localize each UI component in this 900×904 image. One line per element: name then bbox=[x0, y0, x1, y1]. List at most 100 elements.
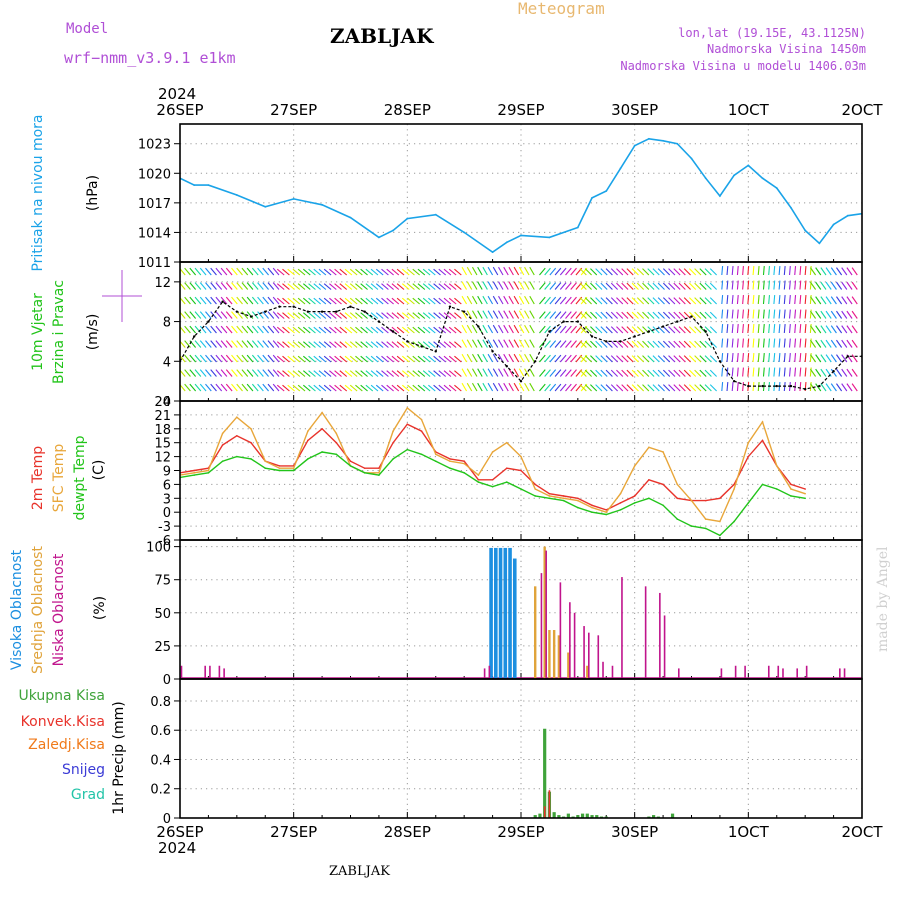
wind-arrow bbox=[731, 294, 734, 305]
temp-point-1 bbox=[775, 465, 778, 467]
wind-arrow bbox=[308, 341, 316, 348]
wind-arrow bbox=[809, 367, 812, 377]
wind-arrow bbox=[262, 325, 269, 334]
temp-point-2 bbox=[676, 518, 679, 520]
wind-arrow bbox=[422, 312, 431, 319]
wind-arrow bbox=[205, 296, 212, 305]
wind-arrow bbox=[694, 268, 702, 276]
wind-arrow bbox=[287, 384, 295, 392]
wind-arrow bbox=[297, 283, 306, 290]
cloud-bar-0 bbox=[494, 547, 498, 679]
compass-icon bbox=[102, 270, 142, 322]
wind-axis-label-2: Brzina i Pravac bbox=[51, 280, 67, 384]
precip-layer bbox=[533, 728, 675, 818]
wind-arrow bbox=[544, 267, 551, 276]
wind-arrow bbox=[736, 280, 739, 290]
wind-arrow bbox=[220, 311, 228, 319]
temp-point-2 bbox=[236, 455, 238, 458]
wind-arrow bbox=[241, 296, 249, 305]
wind-arrow bbox=[570, 296, 577, 305]
temp-point-0 bbox=[278, 465, 281, 467]
wind-arrow bbox=[783, 280, 786, 290]
wind-arrow bbox=[846, 310, 853, 319]
wind-arrow bbox=[194, 325, 202, 334]
wind-arrow bbox=[180, 390, 181, 391]
wind-arrow bbox=[590, 384, 598, 392]
wind-arrow bbox=[539, 354, 546, 363]
wind-arrow bbox=[662, 369, 671, 377]
wind-arrow bbox=[503, 368, 509, 377]
temp-point-1 bbox=[193, 472, 196, 474]
temp-point-0 bbox=[733, 483, 735, 486]
wind-arrow bbox=[323, 384, 332, 392]
wind-arrow bbox=[184, 282, 191, 290]
wind-arrow bbox=[428, 312, 436, 319]
wind-arrow bbox=[731, 265, 734, 276]
wind-arrow bbox=[482, 353, 488, 363]
wind-arrow bbox=[631, 384, 639, 392]
wind-arrow bbox=[466, 368, 473, 377]
wind-arrow bbox=[709, 384, 717, 392]
wind-arrow bbox=[762, 352, 765, 363]
footer-station: ZABLJAK bbox=[329, 864, 390, 879]
wind-arrow bbox=[454, 283, 462, 290]
wind-arrow bbox=[742, 338, 744, 348]
wind-arrow bbox=[539, 325, 546, 334]
wind-arrow bbox=[788, 352, 791, 363]
wind-arrow bbox=[220, 296, 228, 305]
wind-arrow bbox=[652, 340, 660, 348]
y-tick-label: 0.8 bbox=[150, 695, 171, 710]
cloud-bar-1 bbox=[557, 635, 561, 679]
y-tick-label: 0.2 bbox=[150, 783, 171, 798]
wind-arrow bbox=[443, 268, 452, 276]
wind-arrow bbox=[386, 384, 394, 392]
precip-legend-0: Ukupna Kisa bbox=[18, 688, 105, 704]
wind-arrow bbox=[752, 338, 755, 348]
wind-arrow bbox=[652, 268, 660, 276]
pressure-point bbox=[733, 174, 736, 177]
y-tick-label: 1014 bbox=[138, 226, 171, 241]
wind-arrow bbox=[621, 311, 629, 319]
wind-arrow bbox=[529, 382, 535, 392]
wind-arrow bbox=[794, 338, 797, 348]
wind-arrow bbox=[313, 283, 322, 290]
wind-arrow bbox=[673, 369, 681, 377]
wind-arrow bbox=[381, 283, 389, 290]
wind-arrow bbox=[747, 280, 750, 290]
wind-arrow bbox=[559, 383, 567, 392]
wind-arrow bbox=[508, 353, 514, 363]
wind-arrow bbox=[539, 311, 546, 319]
wind-arrow bbox=[443, 326, 452, 334]
wind-arrow bbox=[820, 267, 827, 276]
cloud-bar-2 bbox=[843, 668, 846, 679]
wind-arrow bbox=[539, 383, 546, 392]
wind-arrow bbox=[554, 325, 562, 334]
wind-arrow bbox=[662, 384, 671, 392]
wind-arrow bbox=[334, 326, 342, 334]
temp-point-1 bbox=[335, 432, 338, 435]
wind-arrow bbox=[422, 370, 431, 377]
temp-point-1 bbox=[221, 432, 224, 435]
wind-arrow bbox=[323, 283, 332, 290]
wind-arrow bbox=[355, 268, 363, 276]
wind-speed-point bbox=[775, 384, 778, 388]
pressure-point bbox=[548, 236, 551, 239]
wind-arrow bbox=[482, 295, 488, 305]
wind-arrow bbox=[302, 341, 311, 348]
wind-arrow bbox=[736, 294, 739, 305]
wind-arrow bbox=[257, 296, 264, 305]
wind-speed-point bbox=[676, 320, 679, 323]
cloud-bar-1 bbox=[552, 630, 556, 679]
wind-arrow bbox=[836, 310, 843, 319]
wind-arrow bbox=[180, 303, 181, 304]
wind-arrow bbox=[699, 268, 707, 276]
wind-arrow bbox=[788, 265, 791, 276]
wind-arrow bbox=[621, 326, 629, 334]
wind-arrow bbox=[610, 384, 619, 392]
wind-arrow bbox=[225, 282, 233, 290]
wind-arrow bbox=[466, 266, 473, 276]
wind-arrow bbox=[600, 355, 608, 363]
wind-speed-point bbox=[704, 330, 707, 333]
temp-point-1 bbox=[548, 495, 551, 497]
wind-speed-point bbox=[633, 335, 636, 338]
